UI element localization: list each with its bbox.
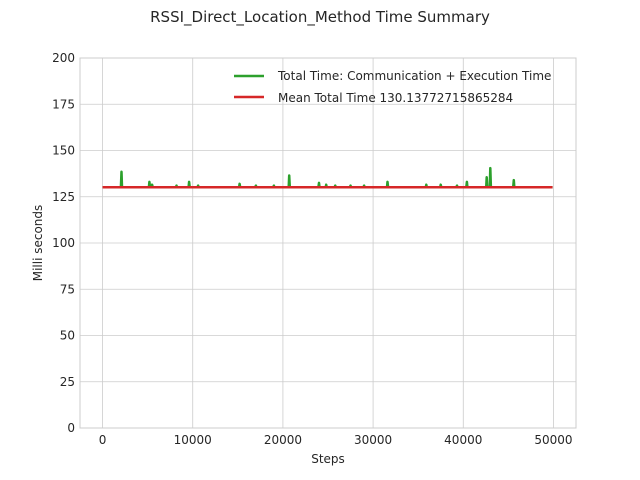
y-tick-labels: 0 25 50 75 100 125 150 175 200 (52, 51, 75, 435)
x-tick-label: 20000 (264, 433, 302, 447)
x-tick-label: 50000 (534, 433, 572, 447)
y-tick-label: 50 (60, 329, 75, 343)
x-tick-label: 0 (99, 433, 107, 447)
y-tick-label: 100 (52, 236, 75, 250)
plot-frame (79, 57, 577, 429)
y-axis-label: Milli seconds (31, 205, 45, 282)
x-tick-label: 10000 (174, 433, 212, 447)
x-tick-labels: 0 10000 20000 30000 40000 50000 (99, 433, 573, 447)
y-tick-label: 125 (52, 190, 75, 204)
x-tick-label: 30000 (354, 433, 392, 447)
grid-lines (80, 57, 576, 429)
y-tick-label: 25 (60, 375, 75, 389)
x-tick-label: 40000 (444, 433, 482, 447)
x-axis-label: Steps (311, 452, 345, 466)
y-tick-label: 200 (52, 51, 75, 65)
series-lines (102, 166, 553, 189)
legend-label-total-time: Total Time: Communication + Execution Ti… (277, 69, 551, 83)
y-tick-label: 0 (67, 421, 75, 435)
y-tick-label: 75 (60, 282, 75, 296)
y-tick-label: 150 (52, 144, 75, 158)
series-line-total-time (102, 166, 553, 189)
legend: Total Time: Communication + Execution Ti… (234, 69, 551, 105)
chart-title: RSSI_Direct_Location_Method Time Summary (150, 8, 490, 27)
legend-label-mean-total-time: Mean Total Time 130.13772715865284 (278, 91, 513, 105)
y-tick-label: 175 (52, 97, 75, 111)
